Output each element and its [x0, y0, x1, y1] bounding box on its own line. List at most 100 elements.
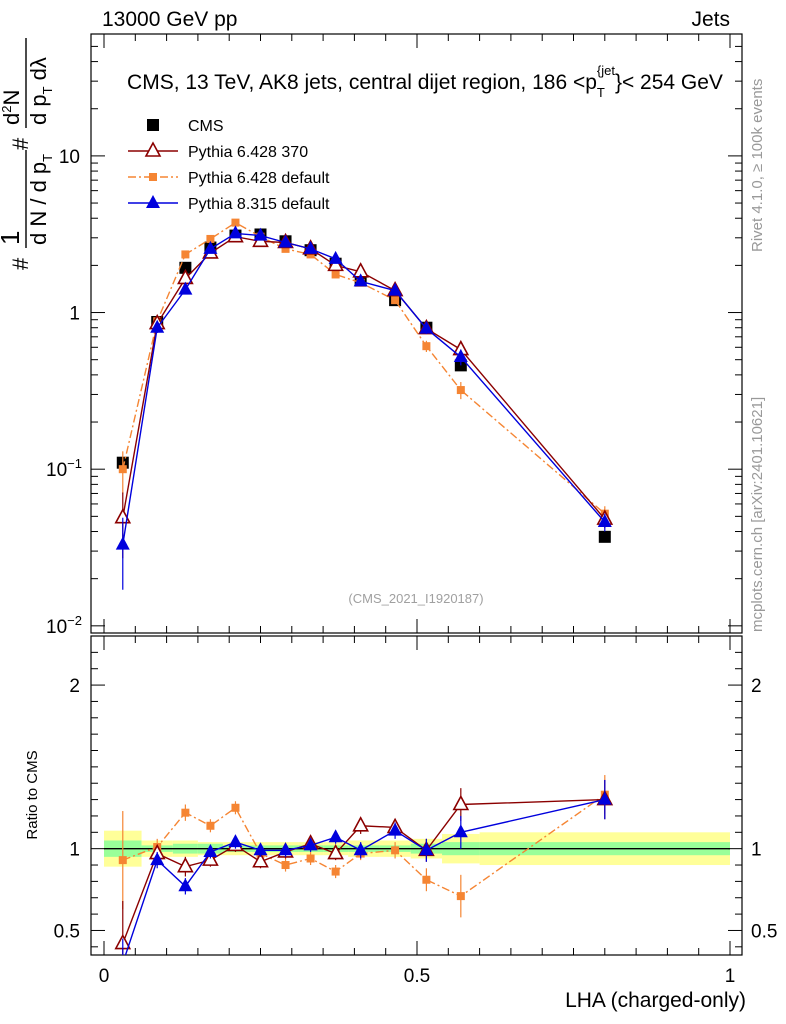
- data-point-ratio: [327, 843, 344, 860]
- data-point-ratio: [278, 842, 293, 856]
- data-point-ratio: [306, 854, 315, 863]
- data-point-main: [391, 296, 400, 305]
- data-point-ratio: [253, 842, 268, 856]
- header-energy-label: 13000 GeV pp: [102, 8, 238, 31]
- data-point-main: [115, 536, 130, 550]
- y-tick-label-ratio: 0.5: [54, 921, 80, 942]
- legend-item: Pythia 8.315 default: [128, 195, 330, 213]
- data-point-ratio: [202, 850, 219, 866]
- data-point-main: [181, 250, 190, 259]
- series-layer: [114, 218, 614, 968]
- data-point-main: [118, 465, 127, 474]
- rivet-label: Rivet 4.1.0, ≥ 100k events: [749, 79, 766, 252]
- data-point-ratio: [452, 794, 470, 811]
- y-tick-label-ratio-right: 0.5: [751, 921, 777, 942]
- y-tick-label-ratio-right: 1: [751, 840, 762, 861]
- data-point-ratio: [388, 822, 403, 836]
- y-label-dpt-dlambda: d pT dλ: [26, 57, 55, 125]
- data-point-main: [419, 320, 434, 334]
- x-tick-label: 0.5: [404, 966, 430, 987]
- data-point-main: [453, 349, 468, 363]
- data-point-ratio: [419, 842, 434, 856]
- data-point-ratio: [331, 867, 340, 876]
- legend-marker: [144, 141, 162, 157]
- data-point-ratio: [281, 861, 290, 870]
- data-point-main: [150, 319, 165, 333]
- data-point-ratio: [328, 829, 343, 843]
- data-point-main: [303, 240, 318, 254]
- legend-label: Pythia 8.315 default: [188, 196, 330, 213]
- data-point-ratio: [231, 803, 240, 812]
- data-point-main: [353, 273, 368, 287]
- data-point-main: [281, 244, 290, 253]
- y-tick-label-ratio-right: 2: [751, 676, 762, 697]
- data-point-ratio: [453, 824, 468, 838]
- data-point-main: [331, 270, 340, 279]
- y-tick-label-main: 1: [69, 304, 80, 325]
- data-point-ratio: [456, 892, 465, 901]
- legend-item: Pythia 6.428 default: [128, 170, 330, 187]
- data-point-ratio: [118, 856, 127, 865]
- data-point-ratio: [422, 875, 431, 884]
- data-point-ratio: [597, 791, 612, 805]
- legend-label: CMS: [188, 118, 224, 135]
- data-point-ratio: [353, 842, 368, 856]
- data-point-main: [231, 218, 240, 227]
- y-tick-label-main: 10: [59, 147, 80, 168]
- data-point-main: [597, 514, 612, 528]
- y-axis-label-main: 1/N dN/dpT d²N/dpT dλ # 1 d N / d pT # d…: [0, 38, 55, 270]
- x-axis-label: LHA (charged-only): [565, 989, 746, 1012]
- data-point-main: [178, 281, 193, 295]
- series-line-ratio: [122, 798, 605, 944]
- data-point-ratio: [203, 843, 218, 857]
- data-point-main: [203, 240, 218, 254]
- data-point-main: [179, 261, 192, 274]
- y-label-hash-2: #: [8, 137, 33, 150]
- data-point-ratio: [303, 837, 318, 851]
- y-label-d2n: d2N: [0, 90, 24, 125]
- data-point-ratio: [177, 856, 194, 873]
- data-point-main: [228, 225, 243, 239]
- data-point-ratio: [228, 834, 243, 848]
- data-point-main: [206, 234, 215, 243]
- y-label-dn-dpt: d N / d pT: [26, 154, 55, 245]
- data-point-ratio: [181, 808, 190, 817]
- series-pythia-8-315-default: [115, 225, 612, 968]
- y-label-one: 1: [0, 231, 25, 245]
- data-point-main: [278, 234, 293, 248]
- data-point-main: [456, 386, 465, 395]
- data-point-main: [328, 250, 343, 264]
- x-tick-label: 0: [99, 966, 110, 987]
- legend: CMS Pythia 6.428 370 Pythia 6.428 default P…: [128, 118, 330, 213]
- data-point-ratio: [252, 852, 269, 868]
- data-point-ratio: [116, 955, 130, 968]
- series-ratio: [116, 779, 612, 968]
- data-point-main: [422, 342, 431, 351]
- chart-title: CMS, 13 TeV, AK8 jets, central dijet reg…: [127, 63, 723, 100]
- series-pythia-6-428-default: [118, 218, 609, 918]
- data-point-main: [388, 282, 403, 296]
- legend-marker: [149, 173, 157, 181]
- data-point-ratio: [178, 878, 193, 892]
- y-tick-label-ratio: 1: [69, 840, 80, 861]
- legend-marker: [146, 195, 160, 208]
- y-tick-label-main: 10−2: [46, 613, 82, 638]
- ratio-bands: [104, 830, 730, 867]
- series-line-main: [122, 232, 606, 545]
- legend-label: Pythia 6.428 370: [188, 144, 308, 161]
- series-line-main: [122, 221, 606, 515]
- axes: 0 0.5 1 10−2 10−1 1 10 0.5 0.5 1 1 2 2: [46, 33, 777, 987]
- y-tick-label-main: 10−1: [46, 456, 82, 481]
- data-point-main: [598, 530, 611, 543]
- y-axis-label-ratio: Ratio to CMS: [24, 750, 41, 839]
- data-point-ratio: [391, 846, 400, 855]
- y-label-hash-1: #: [8, 257, 33, 270]
- header-jets-label: Jets: [691, 8, 730, 31]
- data-point-ratio: [150, 852, 165, 866]
- legend-marker: [147, 119, 159, 131]
- x-tick-label: 1: [725, 966, 736, 987]
- mcplots-label: mcplots.cern.ch [arXiv:2401.10621]: [749, 397, 766, 632]
- data-point-main: [253, 227, 268, 241]
- analysis-id: (CMS_2021_I1920187): [348, 591, 483, 606]
